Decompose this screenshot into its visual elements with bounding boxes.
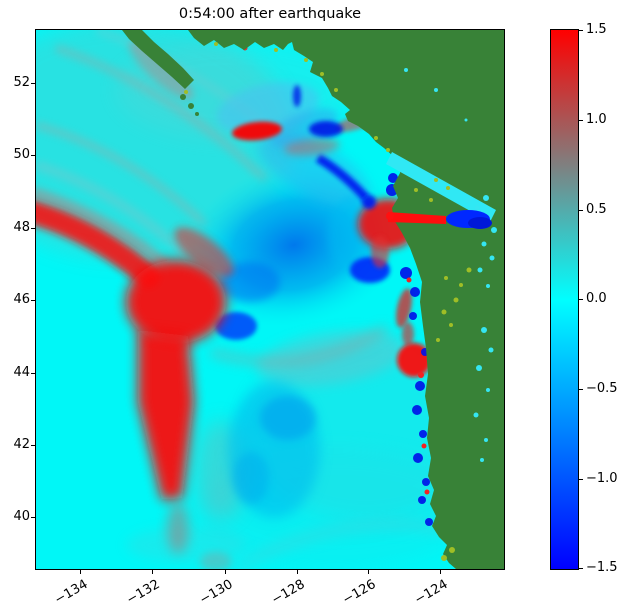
y-tick-label: 44 xyxy=(13,365,30,380)
y-tick-label: 50 xyxy=(13,147,30,162)
y-tick-mark xyxy=(31,228,35,229)
colorbar-gradient xyxy=(550,29,579,570)
x-tick-label: −126 xyxy=(340,577,379,608)
haida-gwaii-islands xyxy=(122,30,194,89)
y-tick-label: 42 xyxy=(13,437,30,452)
x-tick-mark xyxy=(440,570,441,574)
plot-title: 0:54:00 after earthquake xyxy=(178,6,362,22)
x-tick-label: −134 xyxy=(52,577,91,608)
main-wavefront xyxy=(36,188,234,554)
colorbar-tick-mark xyxy=(579,389,583,390)
x-tick-mark xyxy=(152,570,153,574)
x-tick-mark xyxy=(297,570,298,574)
x-tick-mark xyxy=(80,570,81,574)
colorbar-tick-label: −1.5 xyxy=(586,560,618,575)
strait-of-juan-de-fuca xyxy=(386,152,496,222)
y-tick-label: 52 xyxy=(13,75,30,90)
y-tick-mark xyxy=(31,517,35,518)
colorbar-tick-mark xyxy=(579,210,583,211)
shallow-speckles xyxy=(184,42,472,561)
x-tick-label: −124 xyxy=(412,577,451,608)
y-tick-label: 46 xyxy=(13,292,30,307)
y-tick-label: 48 xyxy=(13,220,30,235)
colorbar-tick-label: 0.5 xyxy=(586,202,607,217)
y-tick-label: 40 xyxy=(13,509,30,524)
colorbar-tick-label: −0.5 xyxy=(586,381,618,396)
puget-sound-crest xyxy=(388,212,446,224)
axes-border xyxy=(35,29,505,570)
colorbar-tick-mark xyxy=(579,30,583,31)
mainland-coast xyxy=(188,30,504,569)
colorbar-tick-mark xyxy=(579,479,583,480)
colorbar-tick-label: 1.5 xyxy=(586,22,607,37)
y-tick-mark xyxy=(31,300,35,301)
central-depression xyxy=(183,82,405,518)
colorbar-tick-label: −1.0 xyxy=(586,471,618,486)
y-tick-mark xyxy=(31,83,35,84)
x-tick-label: −128 xyxy=(269,577,308,608)
colorbar-tick-label: 0.0 xyxy=(586,291,607,306)
x-tick-label: −132 xyxy=(124,577,163,608)
y-tick-mark xyxy=(31,155,35,156)
y-tick-mark xyxy=(31,445,35,446)
land-mass xyxy=(122,30,504,569)
colorbar-tick-mark xyxy=(579,299,583,300)
colorbar-tick-mark xyxy=(579,120,583,121)
inland-waterways xyxy=(386,68,497,462)
colorbar-tick-label: 1.0 xyxy=(586,112,607,127)
map-canvas xyxy=(36,30,504,569)
colorbar-tick-mark xyxy=(579,568,583,569)
x-tick-mark xyxy=(368,570,369,574)
x-tick-mark xyxy=(225,570,226,574)
x-tick-label: −130 xyxy=(197,577,236,608)
y-tick-mark xyxy=(31,373,35,374)
